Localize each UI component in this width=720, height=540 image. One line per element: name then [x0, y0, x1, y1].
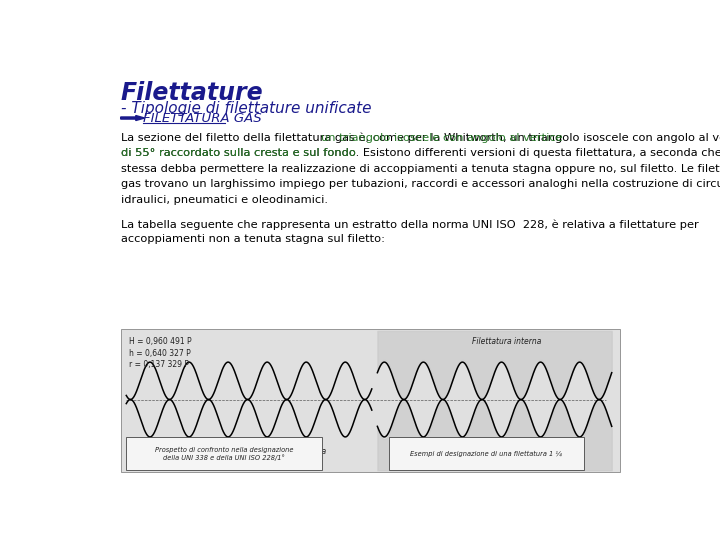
FancyBboxPatch shape [389, 437, 584, 470]
Text: stessa debba permettere la realizzazione di accoppiamenti a tenuta stagna oppure: stessa debba permettere la realizzazione… [121, 164, 720, 174]
Text: accoppiamenti non a tenuta stagna sul filetto:: accoppiamenti non a tenuta stagna sul fi… [121, 234, 384, 245]
Text: gas trovano un larghissimo impiego per tubazioni, raccordi e accessori analoghi : gas trovano un larghissimo impiego per t… [121, 179, 720, 189]
Text: - Tipologie di filettature unificate: - Tipologie di filettature unificate [121, 102, 372, 117]
Text: La sezione del filetto della filettatura gas è, come per la Whitworth, un triang: La sezione del filetto della filettatura… [121, 133, 720, 144]
Text: Prospetto di confronto nella designazione
della UNI 338 e della UNI ISO 228/1°: Prospetto di confronto nella designazion… [155, 447, 293, 461]
Text: idraulici, pneumatici e oleodinamici.: idraulici, pneumatici e oleodinamici. [121, 194, 328, 205]
Text: un triangolo isoscele con angolo al vertice: un triangolo isoscele con angolo al vert… [321, 133, 562, 143]
Text: Filettatura interna: Filettatura interna [472, 337, 541, 346]
FancyArrow shape [121, 116, 145, 120]
FancyBboxPatch shape [126, 437, 322, 470]
Text: di 55° raccordato sulla cresta e sul fondo. Esistono differenti versioni di ques: di 55° raccordato sulla cresta e sul fon… [121, 148, 720, 158]
Text: H = 0,960 491 P: H = 0,960 491 P [129, 337, 192, 346]
Text: La tabella seguente che rappresenta un estratto della norma UNI ISO  228, è rela: La tabella seguente che rappresenta un e… [121, 219, 698, 230]
Text: Esempi di designazione di una filettatura 1 ¼: Esempi di designazione di una filettatur… [410, 450, 562, 457]
Text: r = 0,137 329 P: r = 0,137 329 P [129, 360, 189, 369]
Text: di 55° raccordato sulla cresta e sul fondo: di 55° raccordato sulla cresta e sul fon… [121, 148, 356, 158]
Text: FILETTATURA GAS: FILETTATURA GAS [143, 112, 261, 125]
Text: Filettature: Filettature [121, 82, 264, 105]
Text: Filettatura esterna: Filettatura esterna [255, 447, 325, 456]
FancyBboxPatch shape [121, 329, 620, 472]
Text: h = 0,640 327 P: h = 0,640 327 P [129, 349, 191, 358]
